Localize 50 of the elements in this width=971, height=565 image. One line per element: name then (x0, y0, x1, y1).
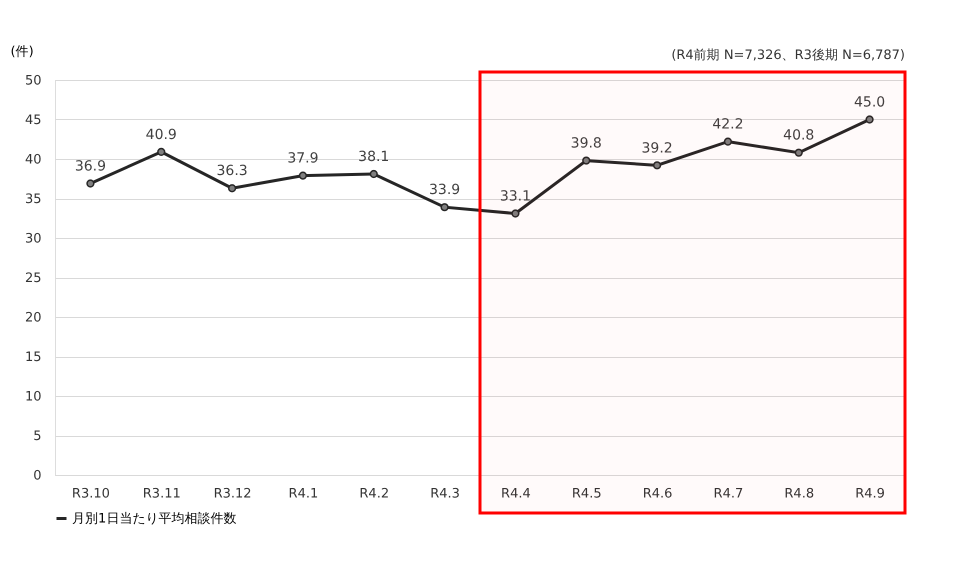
data-label: 36.9 (74, 158, 106, 174)
y-tick-label: 30 (24, 232, 42, 246)
y-tick-label: 15 (24, 350, 42, 365)
point (865, 115, 874, 124)
y-tick-label: 45 (24, 113, 42, 128)
data-label: 39.8 (570, 136, 602, 152)
data-label: 33.1 (500, 188, 532, 205)
x-tick-label: R4.4 (501, 486, 531, 502)
point (582, 156, 590, 165)
y-tick-label: 20 (24, 310, 42, 326)
x-tick-label: R4.9 (855, 486, 885, 502)
legend-label: 月別1日当たり平均相談件数 (72, 512, 236, 526)
data-label: 42.2 (712, 116, 744, 133)
data-label: 40.8 (783, 128, 814, 144)
y-tick-label: 25 (24, 271, 42, 286)
y-tick-label: 40 (24, 152, 42, 168)
x-tick-label: R3.10 (72, 486, 110, 502)
x-tick-label: R4.3 (430, 486, 460, 502)
x-tick-label: R4.7 (714, 486, 744, 502)
y-tick-label: 50 (24, 74, 42, 88)
x-tick-label: R3.11 (142, 486, 181, 502)
data-label: 45.0 (854, 94, 886, 110)
x-tick-label: R4.2 (359, 486, 390, 502)
data-label: 33.9 (428, 182, 460, 198)
x-tick-label: R3.12 (214, 486, 252, 502)
data-label: 36.3 (216, 163, 248, 180)
point (440, 203, 449, 212)
point (794, 148, 803, 157)
point (652, 161, 662, 170)
x-tick-label: R4.6 (642, 486, 672, 502)
y-tick-label: 5 (33, 429, 42, 444)
data-label: 37.9 (287, 150, 319, 167)
y-tick-label: 10 (24, 390, 42, 404)
point (86, 179, 95, 188)
point (157, 148, 166, 156)
point (724, 138, 732, 146)
data-label: 38.1 (358, 149, 390, 166)
data-label: 39.2 (641, 140, 673, 156)
point (228, 184, 236, 192)
data-label: 40.9 (146, 126, 177, 143)
x-tick-label: R4.1 (288, 486, 318, 502)
point (370, 170, 378, 178)
text: (R4前期 N=7,326、R3後期 N=6,787) (671, 48, 905, 63)
x-tick-label: R4.5 (572, 486, 602, 502)
point (298, 171, 308, 180)
point (511, 209, 520, 218)
y-tick-label: 0 (33, 468, 42, 484)
x-tick-label: R4.8 (784, 486, 814, 502)
y-axis-title: (件) (10, 44, 34, 60)
y-tick-label: 35 (24, 192, 42, 207)
